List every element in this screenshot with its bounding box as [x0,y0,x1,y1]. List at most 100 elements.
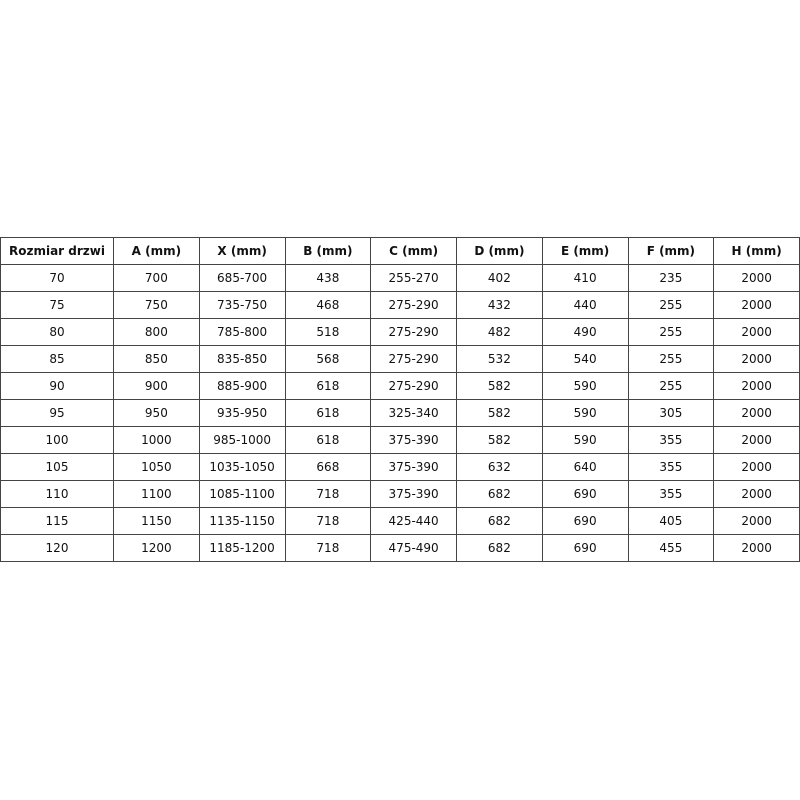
table-cell: 110 [0,480,114,508]
table-cell: 1185-1200 [198,534,286,562]
table-cell: 2000 [713,345,800,373]
table-cell: 640 [541,453,629,481]
table-cell: 735-750 [198,291,286,319]
table-cell: 582 [456,426,543,454]
column-header: A (mm) [113,237,200,265]
table-cell: 90 [0,372,114,400]
table-cell: 568 [284,345,372,373]
table-row: 70 700 685-700 438 255-270 402 410 235 2000 [0,264,800,292]
column-header: H (mm) [713,237,800,265]
table-cell: 120 [0,534,114,562]
table-cell: 618 [284,426,372,454]
table-cell: 325-340 [370,399,457,427]
column-header: C (mm) [370,237,457,265]
table-cell: 2000 [713,372,800,400]
table-cell: 700 [113,264,200,292]
table-cell: 440 [541,291,629,319]
table-cell: 1100 [113,480,200,508]
table-cell: 80 [0,318,114,346]
table-cell: 2000 [713,507,800,535]
table-row: 95 950 935-950 618 325-340 582 590 305 2000 [0,399,800,427]
table-cell: 95 [0,399,114,427]
table-cell: 255-270 [370,264,457,292]
table-row: 90 900 885-900 618 275-290 582 590 255 2000 [0,372,800,400]
table-cell: 275-290 [370,345,457,373]
table-row: 115 1150 1135-1150 718 425-440 682 690 405 2000 [0,507,800,535]
table-cell: 582 [456,372,543,400]
table-cell: 690 [541,507,629,535]
table-row: 105 1050 1035-1050 668 375-390 632 640 355 2000 [0,453,800,481]
table-cell: 2000 [713,453,800,481]
column-header: Rozmiar drzwi [0,237,114,265]
table-cell: 718 [284,534,372,562]
table-cell: 900 [113,372,200,400]
table-cell: 518 [284,318,372,346]
table-cell: 682 [456,534,543,562]
table-cell: 682 [456,507,543,535]
table-cell: 425-440 [370,507,457,535]
table-cell: 105 [0,453,114,481]
table-cell: 2000 [713,291,800,319]
table-cell: 2000 [713,264,800,292]
column-header: X (mm) [198,237,286,265]
table-cell: 402 [456,264,543,292]
table-cell: 1135-1150 [198,507,286,535]
table-cell: 690 [541,480,629,508]
table-cell: 618 [284,372,372,400]
table-cell: 985-1000 [198,426,286,454]
table-cell: 255 [627,372,715,400]
table-cell: 885-900 [198,372,286,400]
table-cell: 75 [0,291,114,319]
table-cell: 590 [541,426,629,454]
table-cell: 438 [284,264,372,292]
column-header: B (mm) [284,237,372,265]
table-cell: 405 [627,507,715,535]
table-cell: 750 [113,291,200,319]
table-cell: 2000 [713,534,800,562]
table-cell: 375-390 [370,480,457,508]
table-cell: 305 [627,399,715,427]
table-cell: 2000 [713,399,800,427]
table-row: 110 1100 1085-1100 718 375-390 682 690 355 2000 [0,480,800,508]
table-cell: 1035-1050 [198,453,286,481]
table-cell: 1150 [113,507,200,535]
table-cell: 255 [627,345,715,373]
table-cell: 835-850 [198,345,286,373]
table-cell: 275-290 [370,318,457,346]
table-cell: 235 [627,264,715,292]
table-cell: 355 [627,426,715,454]
table-cell: 590 [541,372,629,400]
table-cell: 455 [627,534,715,562]
table-cell: 1085-1100 [198,480,286,508]
table-cell: 85 [0,345,114,373]
header-row: Rozmiar drzwi A (mm) X (mm) B (mm) C (mm) D (… [0,237,800,265]
column-header: D (mm) [456,237,543,265]
table-cell: 532 [456,345,543,373]
column-header: F (mm) [627,237,715,265]
table-cell: 275-290 [370,372,457,400]
table-cell: 100 [0,426,114,454]
table-cell: 540 [541,345,629,373]
table-row: 75 750 735-750 468 275-290 432 440 255 2000 [0,291,800,319]
table-cell: 355 [627,480,715,508]
table-cell: 255 [627,291,715,319]
table-cell: 490 [541,318,629,346]
table-row: 80 800 785-800 518 275-290 482 490 255 2000 [0,318,800,346]
table-cell: 685-700 [198,264,286,292]
table-row: 85 850 835-850 568 275-290 532 540 255 2000 [0,345,800,373]
table-cell: 682 [456,480,543,508]
table-cell: 785-800 [198,318,286,346]
table-cell: 2000 [713,318,800,346]
table-cell: 582 [456,399,543,427]
table-cell: 1200 [113,534,200,562]
table-cell: 70 [0,264,114,292]
table-cell: 432 [456,291,543,319]
table-row: 120 1200 1185-1200 718 475-490 682 690 455 2000 [0,534,800,562]
door-size-table: Rozmiar drzwi A (mm) X (mm) B (mm) C (mm) D (… [0,237,800,562]
column-header: E (mm) [541,237,629,265]
table-cell: 475-490 [370,534,457,562]
table-cell: 590 [541,399,629,427]
table-cell: 950 [113,399,200,427]
table-cell: 482 [456,318,543,346]
table-cell: 2000 [713,426,800,454]
